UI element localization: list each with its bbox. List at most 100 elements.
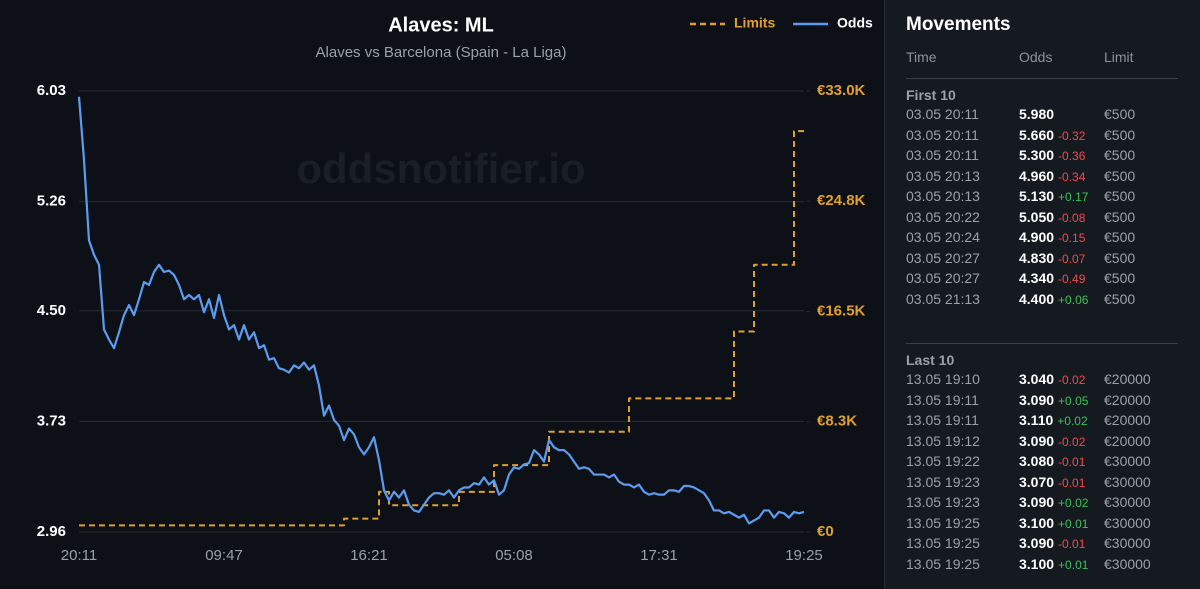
row-limit: €30000 xyxy=(1104,473,1151,490)
odds-change: -0.01 xyxy=(1058,537,1086,551)
y2-tick-label: €24.8K xyxy=(817,192,866,209)
row-time: 13.05 19:25 xyxy=(906,514,980,531)
section-label: First 10 xyxy=(906,87,956,103)
x-tick-label: 05:08 xyxy=(495,547,533,564)
row-time: 03.05 20:11 xyxy=(906,147,979,163)
row-time: 13.05 19:11 xyxy=(906,412,979,428)
odds-change: -0.01 xyxy=(1058,475,1086,490)
series-line xyxy=(79,130,804,527)
row-odds: 5.050 -0.08 xyxy=(1019,209,1085,225)
y-tick-label: 2.96 xyxy=(37,523,66,540)
odds-value: 3.090 xyxy=(1019,432,1055,449)
odds-change: +0.06 xyxy=(1058,292,1089,307)
odds-value: 3.100 xyxy=(1019,555,1055,572)
row-odds: 3.090 +0.05 xyxy=(1019,392,1088,408)
y-tick-label: 3.73 xyxy=(37,412,66,429)
odds-change: +0.02 xyxy=(1057,414,1088,428)
row-limit: €500 xyxy=(1104,106,1136,122)
row-time: 03.05 20:24 xyxy=(906,229,980,245)
x-tick-label: 09:47 xyxy=(205,547,243,564)
row-time: 03.05 20:13 xyxy=(906,188,980,204)
odds-value: 3.070 xyxy=(1019,473,1055,490)
row-limit: €500 xyxy=(1104,126,1136,143)
y2-tick-label: €8.3K xyxy=(817,413,857,430)
odds-change: -0.01 xyxy=(1058,455,1086,469)
row-odds: 4.340 -0.49 xyxy=(1019,270,1085,286)
odds-change: -0.07 xyxy=(1058,251,1086,266)
row-odds: 3.070 -0.01 xyxy=(1019,474,1085,490)
row-odds: 3.040 -0.02 xyxy=(1019,371,1085,387)
row-time: 13.05 19:25 xyxy=(906,535,980,551)
row-limit: €20000 xyxy=(1104,432,1151,449)
odds-value: 5.980 xyxy=(1019,106,1055,122)
legend-label: Limits xyxy=(734,15,775,31)
odds-change: -0.08 xyxy=(1058,210,1086,225)
row-odds: 3.110 +0.02 xyxy=(1019,412,1088,428)
chart-title: Alaves: ML xyxy=(388,14,494,36)
row-limit: €30000 xyxy=(1104,555,1151,572)
row-limit: €20000 xyxy=(1104,412,1151,428)
odds-value: 3.090 xyxy=(1019,535,1055,551)
row-time: 13.05 19:23 xyxy=(906,473,980,490)
row-limit: €500 xyxy=(1104,249,1136,266)
row-time: 13.05 19:22 xyxy=(906,453,980,469)
row-odds: 3.100 +0.01 xyxy=(1019,515,1088,531)
row-odds: 4.400 +0.06 xyxy=(1019,291,1088,307)
row-time: 03.05 21:13 xyxy=(906,290,980,307)
x-tick-label: 19:25 xyxy=(785,547,823,564)
odds-value: 3.090 xyxy=(1019,494,1055,510)
chart-subtitle: Alaves vs Barcelona (Spain - La Liga) xyxy=(316,44,567,61)
odds-value: 5.130 xyxy=(1019,188,1055,204)
odds-change: +0.01 xyxy=(1058,516,1089,531)
odds-change: -0.32 xyxy=(1058,128,1086,143)
row-odds: 5.300 -0.36 xyxy=(1019,147,1085,163)
row-limit: €30000 xyxy=(1104,494,1151,510)
row-odds: 4.960 -0.34 xyxy=(1019,168,1085,184)
odds-change: -0.02 xyxy=(1058,373,1086,387)
row-odds: 4.900 -0.15 xyxy=(1019,229,1085,245)
odds-value: 4.830 xyxy=(1019,249,1055,266)
odds-value: 3.090 xyxy=(1019,391,1055,408)
odds-change: +0.17 xyxy=(1058,190,1089,204)
odds-value: 5.660 xyxy=(1019,126,1055,143)
row-odds: 3.090 -0.01 xyxy=(1019,535,1085,551)
row-limit: €500 xyxy=(1104,167,1136,184)
odds-value: 4.340 xyxy=(1019,270,1055,286)
odds-value: 3.100 xyxy=(1019,514,1055,531)
row-odds: 3.100 +0.01 xyxy=(1019,556,1088,572)
row-limit: €500 xyxy=(1104,188,1136,204)
column-header: Time xyxy=(906,49,937,65)
row-time: 03.05 20:27 xyxy=(906,270,980,286)
y2-tick-label: €33.0K xyxy=(817,82,866,99)
odds-change: -0.34 xyxy=(1058,169,1086,184)
odds-change: -0.49 xyxy=(1058,272,1086,286)
x-tick-label: 16:21 xyxy=(350,547,388,564)
row-limit: €500 xyxy=(1104,229,1136,245)
odds-change: -0.36 xyxy=(1058,149,1086,163)
row-limit: €20000 xyxy=(1104,371,1151,387)
row-limit: €30000 xyxy=(1104,453,1151,469)
row-time: 03.05 20:13 xyxy=(906,167,980,184)
row-limit: €30000 xyxy=(1104,535,1151,551)
row-odds: 5.980 xyxy=(1019,106,1054,122)
row-time: 13.05 19:10 xyxy=(906,371,980,387)
odds-value: 3.080 xyxy=(1019,453,1055,469)
odds-value: 3.110 xyxy=(1019,412,1054,428)
column-header: Limit xyxy=(1104,49,1134,65)
row-time: 03.05 20:11 xyxy=(906,126,979,143)
row-limit: €500 xyxy=(1104,147,1136,163)
odds-change: +0.05 xyxy=(1058,393,1089,408)
odds-change: -0.02 xyxy=(1058,434,1086,449)
series-line xyxy=(77,96,805,525)
row-odds: 3.080 -0.01 xyxy=(1019,453,1085,469)
row-odds: 5.130 +0.17 xyxy=(1019,188,1088,204)
y-tick-label: 5.26 xyxy=(37,193,66,210)
column-header: Odds xyxy=(1019,49,1053,65)
row-limit: €500 xyxy=(1104,290,1136,307)
odds-change: +0.02 xyxy=(1058,496,1089,510)
odds-value: 5.050 xyxy=(1019,208,1055,225)
legend-label: Odds xyxy=(837,15,873,31)
x-tick-label: 20:11 xyxy=(61,547,97,564)
row-limit: €30000 xyxy=(1104,514,1151,531)
